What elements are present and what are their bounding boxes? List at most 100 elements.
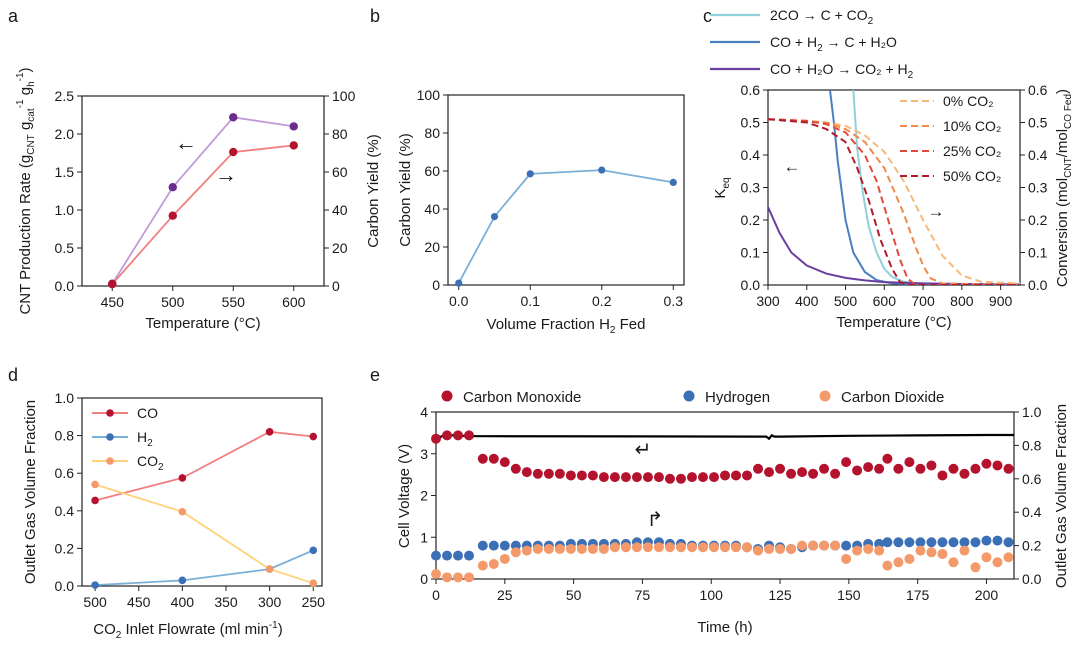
panel-e-point-co2 xyxy=(742,542,753,553)
svg-text:Keq: Keq xyxy=(712,177,732,198)
panel-c-xtick-label: 400 xyxy=(795,293,819,309)
panel-b-ytick-label: 0 xyxy=(432,277,440,293)
panel-d-legend-marker xyxy=(106,457,114,465)
panel-c-left-ytick-label: 0.0 xyxy=(741,277,761,293)
panel-e-point-h2 xyxy=(937,537,948,548)
panel-e-point-h2 xyxy=(431,550,441,561)
panel-e-point-co xyxy=(830,468,841,479)
panel-e-left-ytick-label: 4 xyxy=(420,404,428,420)
panel-e-point-co xyxy=(720,470,730,481)
panel-b-xtick-label: 0.3 xyxy=(664,293,684,309)
panel-e-xlabel: Time (h) xyxy=(697,619,752,636)
panel-e-left-ytick-label: 3 xyxy=(420,446,428,462)
panel-e-point-co2 xyxy=(631,542,642,553)
panel-e-point-co xyxy=(959,468,970,479)
panel-e-point-co2 xyxy=(664,542,675,553)
panel-e-point-co2 xyxy=(598,543,609,554)
panel-e-point-co2 xyxy=(453,572,464,583)
panel-c-xtick-label: 800 xyxy=(950,293,974,309)
panel-c-left-ytick-label: 0.2 xyxy=(741,212,761,228)
panel-e-point-h2 xyxy=(981,535,992,546)
panel-e-point-co2 xyxy=(442,572,453,583)
panel-e-point-h2 xyxy=(948,537,959,548)
panel-e-point-co xyxy=(598,472,609,483)
panel-e-point-co xyxy=(992,460,1003,471)
panel-e-point-co2 xyxy=(477,560,488,571)
panel-b-ylabel: Carbon Yield (%) xyxy=(397,133,414,246)
panel-c-conversion-line xyxy=(768,118,1020,285)
panel-e-point-co2 xyxy=(786,543,797,554)
panel-c-xtick-label: 500 xyxy=(834,293,858,309)
panel-c-ylabel-left: Keq xyxy=(712,177,732,198)
panel-a-right-ytick-label: 100 xyxy=(332,88,356,104)
panel-e-point-co2 xyxy=(992,557,1003,568)
panel-d-xlabel: CO2 Inlet Flowrate (ml min-1) xyxy=(93,620,283,641)
panel-e-point-co xyxy=(808,468,819,479)
panel-d-point-co2 xyxy=(265,565,274,573)
panel-d-ytick-label: 0.2 xyxy=(55,540,75,556)
panel-b-ytick-label: 100 xyxy=(417,87,441,103)
panel-e-point-h2 xyxy=(970,537,981,548)
panel-e-point-co2 xyxy=(697,542,708,553)
panel-e-point-co xyxy=(775,463,786,474)
panel-c-right-ytick-label: 0.2 xyxy=(1028,212,1048,228)
panel-e-legend-label: Hydrogen xyxy=(705,389,770,406)
panel-a-right-ytick-label: 20 xyxy=(332,240,348,256)
panel-e-ylabel-left: Cell Voltage (V) xyxy=(396,444,413,548)
panel-e-xtick-label: 50 xyxy=(566,587,582,603)
panel-d-xtick-label: 450 xyxy=(127,594,151,610)
panel-e-xtick-label: 125 xyxy=(768,587,792,603)
panel-c-keq-line xyxy=(829,90,1020,285)
panel-e-point-co xyxy=(464,430,475,441)
panel-c-inner-legend-label: 10% CO₂ xyxy=(943,118,1001,134)
panel-c-arrow-right: → xyxy=(928,202,945,221)
panel-a-yield-point xyxy=(108,279,117,289)
panel-d-line-h2 xyxy=(95,549,314,586)
svg-text:Conversion (molCNT/molCO Fed): Conversion (molCNT/molCO Fed) xyxy=(1054,89,1074,287)
panel-e-point-co2 xyxy=(510,547,521,558)
panel-c-legend-entry: 2CO → C + CO2 xyxy=(770,7,874,27)
panel-b-ytick-label: 80 xyxy=(424,125,440,141)
panel-e-point-h2 xyxy=(488,540,499,551)
panel-c-xtick-label: 300 xyxy=(756,293,780,309)
panel-e-point-co2 xyxy=(521,545,532,556)
panel-b-yield-line xyxy=(457,169,674,284)
panel-a-ylabel-right: Carbon Yield (%) xyxy=(365,134,382,247)
panel-label-e: e xyxy=(370,365,380,385)
panel-b-xtick-label: 0.2 xyxy=(592,293,612,309)
panel-e-point-co xyxy=(852,465,863,476)
panel-e-point-co xyxy=(786,468,797,479)
panel-b-xtick-label: 0.1 xyxy=(521,293,541,309)
panel-e-point-co xyxy=(764,467,775,478)
panel-e-point-co2 xyxy=(653,542,664,553)
panel-e-point-co2 xyxy=(708,542,719,553)
panel-e-point-co xyxy=(893,463,904,474)
panel-a-rate-point xyxy=(289,122,298,131)
panel-e-xtick-label: 25 xyxy=(497,587,513,603)
panel-c-conversion-line xyxy=(768,118,1020,285)
panel-d-xtick-label: 400 xyxy=(171,594,195,610)
panel-e-point-co xyxy=(863,462,874,473)
panel-e-point-co xyxy=(488,453,499,464)
panel-e-point-co xyxy=(948,463,959,474)
panel-e-point-co2 xyxy=(620,542,631,553)
panel-e-point-h2 xyxy=(453,550,464,561)
panel-d-line-co xyxy=(94,430,314,502)
panel-a-arrow-left: ← xyxy=(175,130,197,155)
panel-b-xtick-label: 0.0 xyxy=(449,293,469,309)
panel-e-xtick-label: 150 xyxy=(837,587,861,603)
panel-e-xtick-label: 175 xyxy=(906,587,930,603)
panel-a-yield-line xyxy=(111,144,294,285)
panel-c-right-ytick-label: 0.3 xyxy=(1028,180,1048,196)
panel-a-right-ytick-label: 60 xyxy=(332,164,348,180)
panel-a-left-ytick-label: 2.0 xyxy=(55,126,75,142)
panel-e-point-co xyxy=(970,463,981,474)
panel-e-point-co2 xyxy=(642,542,653,553)
panel-e-point-co xyxy=(431,433,441,444)
panel-e-point-h2 xyxy=(1003,537,1014,548)
panel-e-point-co xyxy=(915,463,926,474)
panel-e-chart: 0 25 50 75 100 125 150 175 200 0 1 2 3 4 0.0 0.2 0.4 0.6 0… xyxy=(396,389,1070,636)
panel-e-point-co2 xyxy=(970,562,981,573)
panel-e-point-co xyxy=(819,463,830,474)
panel-e-point-co2 xyxy=(863,543,874,554)
